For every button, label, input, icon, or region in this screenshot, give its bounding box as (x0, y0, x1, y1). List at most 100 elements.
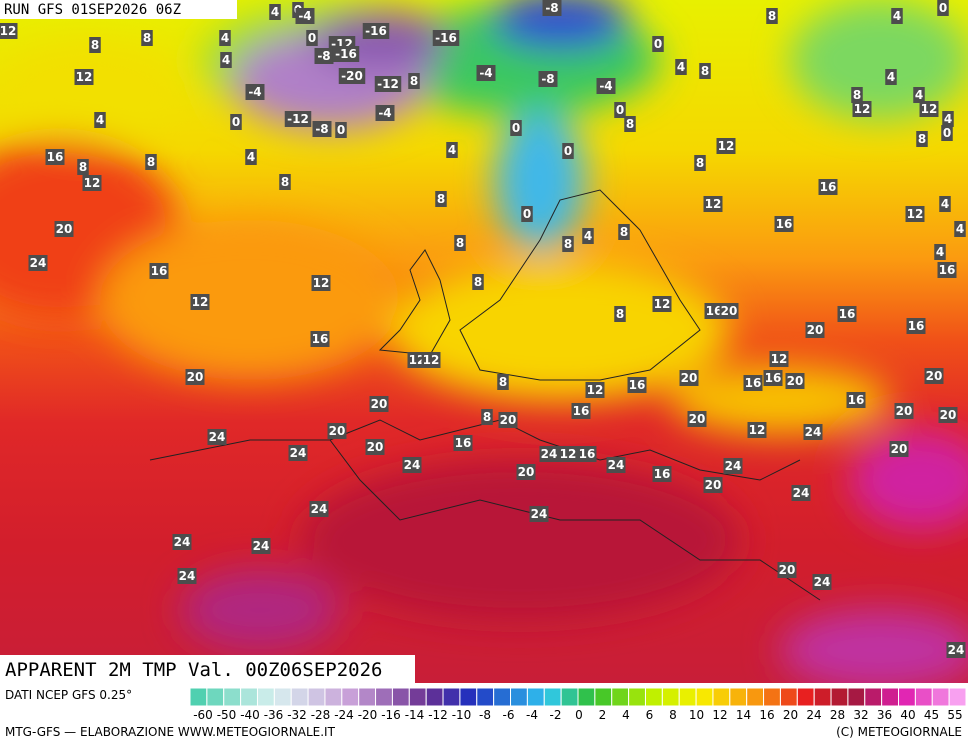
map-label: 4 (677, 60, 685, 74)
label-box (571, 403, 591, 419)
legend-swatch (341, 687, 360, 707)
label-box (905, 206, 925, 222)
legend-swatch (307, 687, 326, 707)
map-label: 4 (893, 9, 901, 23)
map-label: 12 (921, 102, 938, 116)
map-label: -8 (317, 49, 330, 63)
map-label: 16 (839, 307, 856, 321)
label-box (558, 446, 578, 462)
map-label: 8 (143, 31, 151, 45)
label-box (219, 30, 231, 46)
legend-swatch (898, 687, 916, 707)
legend-swatch (577, 687, 596, 707)
label-box (77, 159, 89, 175)
map-label: -4 (378, 106, 391, 120)
label-box (516, 464, 536, 480)
label-box (374, 76, 402, 92)
label-box (446, 142, 458, 158)
map-label: 4 (941, 197, 949, 211)
label-box (704, 303, 724, 319)
label-box (82, 175, 102, 191)
label-box (306, 30, 318, 46)
label-box (312, 121, 332, 137)
map-title: APPARENT 2M TMP Val. 00Z06SEP2026 (5, 659, 383, 681)
label-box (934, 244, 946, 260)
map-label: 12 (313, 276, 330, 290)
legend-swatch (948, 687, 967, 707)
label-box (185, 369, 205, 385)
map-label: 20 (940, 408, 957, 422)
legend-tick-label: 32 (853, 708, 868, 722)
label-box (245, 149, 257, 165)
map-label: 12 (749, 423, 766, 437)
map-label: 16 (848, 393, 865, 407)
map-label: -20 (341, 69, 363, 83)
map-label: -4 (599, 79, 612, 93)
legend-swatch (358, 687, 377, 707)
legend-swatch (763, 687, 781, 707)
label-box (627, 377, 647, 393)
label-box (375, 105, 395, 121)
map-label: 20 (896, 404, 913, 418)
label-box (89, 37, 101, 53)
label-box (145, 154, 157, 170)
legend-swatch (678, 687, 697, 707)
label-box (585, 382, 605, 398)
map-label: 8 (620, 225, 628, 239)
legend-swatch (493, 687, 512, 707)
label-box (743, 375, 763, 391)
label-box (310, 331, 330, 347)
label-box (938, 407, 958, 423)
label-box (803, 424, 823, 440)
map-label: 24 (531, 507, 548, 521)
label-box (937, 262, 957, 278)
label-box (498, 412, 518, 428)
map-label: -4 (248, 85, 261, 99)
legend-swatch (611, 687, 630, 707)
map-label: 24 (209, 430, 226, 444)
label-box (245, 84, 265, 100)
map-label: -16 (365, 24, 387, 38)
map-label: 4 (247, 150, 255, 164)
legend-tick-label: -6 (503, 708, 515, 722)
label-box (94, 112, 106, 128)
label-box (812, 574, 832, 590)
label-box (521, 206, 533, 222)
label-box (805, 322, 825, 338)
legend-swatch (813, 687, 832, 707)
label-box (924, 368, 944, 384)
label-box (891, 8, 903, 24)
map-label: 8 (564, 237, 572, 251)
legend-swatch (543, 687, 562, 707)
map-label: 8 (91, 38, 99, 52)
map-label: 24 (290, 446, 307, 460)
map-label: 24 (253, 539, 270, 553)
label-box (538, 71, 558, 87)
map-label: 16 (312, 332, 329, 346)
legend-tick-label: -36 (264, 708, 284, 722)
credit: MTG-GFS — ELABORAZIONE WWW.METEOGIORNALE… (5, 725, 336, 739)
map-label: 20 (518, 465, 535, 479)
label-box (562, 143, 574, 159)
map-label: 12 (907, 207, 924, 221)
label-box (913, 87, 925, 103)
map-label: 8 (626, 117, 634, 131)
label-box (716, 138, 736, 154)
map-label: 4 (956, 222, 964, 236)
label-box (362, 23, 390, 39)
legend-swatch (729, 687, 748, 707)
map-label: 20 (681, 371, 698, 385)
label-box (220, 52, 232, 68)
legend-swatch (830, 687, 849, 707)
label-box (791, 485, 811, 501)
legend-tick-label: 14 (736, 708, 751, 722)
map-label: 24 (725, 459, 742, 473)
label-box (652, 36, 664, 52)
map-label: 20 (329, 424, 346, 438)
label-box (885, 69, 897, 85)
legend-swatch (189, 687, 208, 707)
label-box (472, 274, 484, 290)
map-label: 12 (560, 447, 577, 461)
legend-tick-label: 16 (759, 708, 774, 722)
label-box (402, 457, 422, 473)
